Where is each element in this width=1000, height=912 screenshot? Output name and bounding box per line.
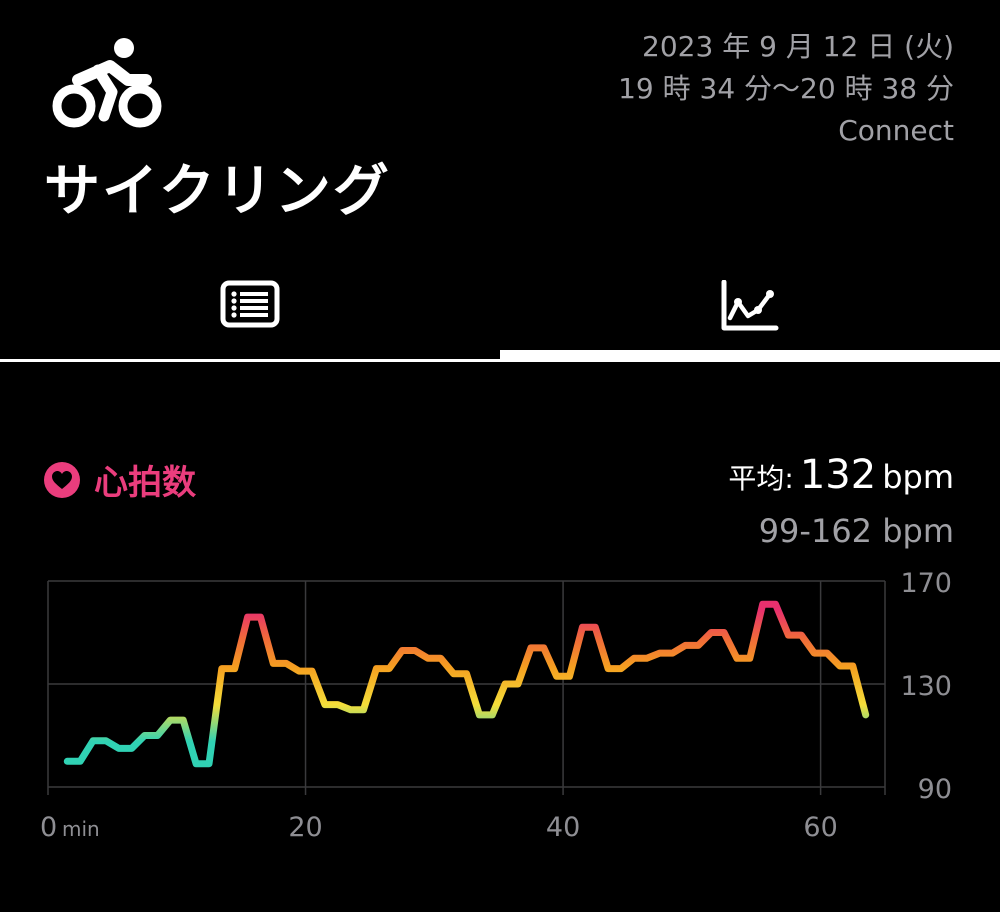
average-label: 平均: <box>728 462 794 495</box>
average-unit: bpm <box>882 458 954 496</box>
x-tick-label: 0 <box>40 812 57 843</box>
heart-rate-label: 心拍数 <box>94 463 196 503</box>
y-tick-label: 130 <box>900 671 952 702</box>
tab-details[interactable] <box>0 270 500 360</box>
tab-selected-indicator <box>500 350 1000 362</box>
chart-icon <box>721 280 779 331</box>
list-icon <box>220 280 280 328</box>
average-value: 132 <box>799 452 877 498</box>
workout-title: サイクリング <box>44 159 391 224</box>
heart-rate-average: 平均: 132 bpm <box>728 452 954 498</box>
workout-date: 2023 年 9 月 12 日 (火) <box>642 30 954 63</box>
y-tick-label: 90 <box>918 774 952 805</box>
heart-rate-chart: 170 130 90 0 20 40 60 min <box>40 568 952 843</box>
heart-rate-header: 心拍数 <box>44 455 196 504</box>
tab-underline <box>0 359 500 362</box>
x-unit-label: min <box>62 817 100 841</box>
tab-charts[interactable] <box>500 270 1000 360</box>
workout-meta: 2023 年 9 月 12 日 (火) 19 時 34 分〜20 時 38 分 … <box>618 26 954 152</box>
workout-source: Connect <box>838 114 954 147</box>
x-tick-label: 20 <box>288 812 322 843</box>
heart-icon <box>44 461 80 498</box>
cycling-icon <box>52 38 162 128</box>
x-tick-label: 40 <box>546 812 580 843</box>
y-tick-label: 170 <box>900 568 952 599</box>
heart-rate-series-line <box>63 600 870 768</box>
workout-time-range: 19 時 34 分〜20 時 38 分 <box>618 72 954 105</box>
x-tick-label: 60 <box>803 812 837 843</box>
heart-rate-range: 99-162 bpm <box>758 512 954 550</box>
